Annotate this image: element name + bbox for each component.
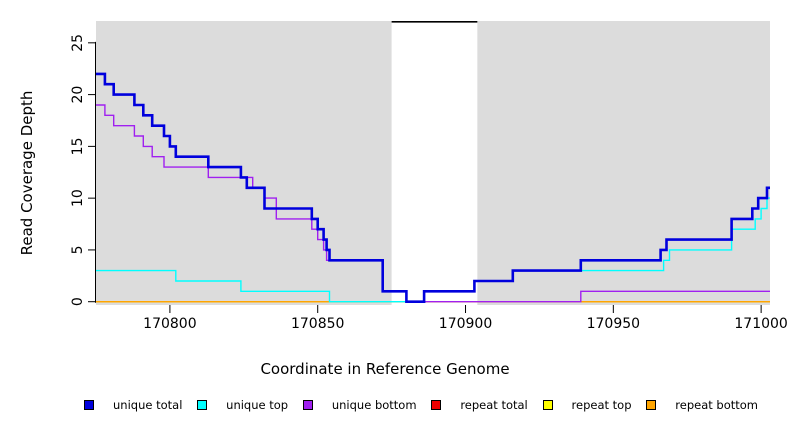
repeat-region-gap — [391, 21, 478, 305]
legend-label: repeat bottom — [675, 398, 758, 412]
legend-item-unique-total: unique total — [84, 398, 182, 412]
legend-swatch-icon — [431, 400, 442, 410]
x-tick-label: 170850 — [291, 316, 344, 332]
legend-item-repeat-top: repeat top — [542, 398, 632, 412]
legend-swatch-icon — [84, 400, 94, 410]
legend-item-unique-bottom: unique bottom — [302, 398, 417, 412]
y-tick-label: 5 — [70, 245, 86, 254]
legend-label: unique top — [226, 398, 289, 412]
legend-swatch-icon — [542, 400, 553, 410]
x-tick-label: 171000 — [734, 316, 787, 332]
legend-item-repeat-total: repeat total — [431, 398, 528, 412]
y-tick-label: 15 — [70, 137, 86, 155]
y-axis-title: Read Coverage Depth — [18, 90, 36, 256]
y-tick-label: 10 — [70, 189, 86, 207]
legend-swatch-icon — [197, 400, 208, 410]
legend-item-unique-top: unique top — [197, 398, 288, 412]
x-axis-title: Coordinate in Reference Genome — [260, 360, 510, 378]
legend-swatch-icon — [646, 400, 657, 410]
y-tick-label: 25 — [70, 34, 86, 52]
series-line-unique-top — [96, 197, 770, 303]
y-tick-label: 20 — [70, 86, 86, 104]
legend-label: unique bottom — [331, 398, 417, 412]
legend-label: repeat total — [460, 398, 528, 412]
y-tick-label: 0 — [70, 297, 86, 306]
x-tick-label: 170950 — [587, 316, 640, 332]
x-tick-label: 170800 — [143, 316, 196, 332]
legend-label: unique total — [113, 398, 183, 412]
legend: unique total unique top unique bottom repea… — [84, 398, 758, 412]
legend-label: repeat top — [571, 398, 632, 412]
x-tick-label: 170900 — [439, 316, 492, 332]
legend-item-repeat-bottom: repeat bottom — [646, 398, 758, 412]
series-line-unique-total — [96, 72, 770, 303]
legend-swatch-icon — [302, 400, 313, 410]
